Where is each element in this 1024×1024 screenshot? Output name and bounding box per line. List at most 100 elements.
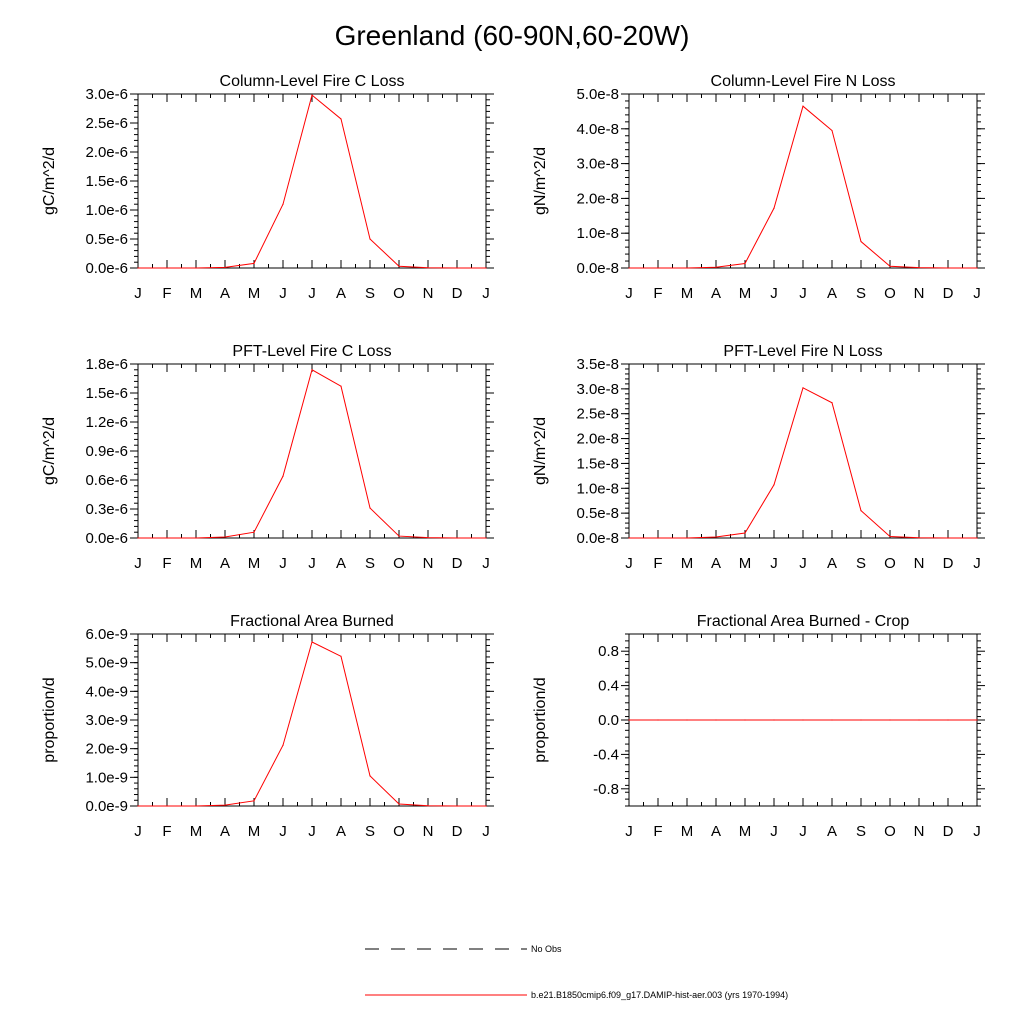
data-point bbox=[427, 805, 429, 807]
y-tick-label: 0.0e-6 bbox=[85, 530, 128, 547]
y-tick-label: 0.8 bbox=[598, 643, 619, 660]
x-tick-label: J bbox=[770, 555, 778, 572]
data-point bbox=[860, 240, 862, 243]
y-tick-label: 3.0e-9 bbox=[85, 712, 128, 729]
x-tick-label: D bbox=[452, 823, 463, 840]
series-line bbox=[629, 105, 977, 269]
y-axis-label: gC/m^2/d bbox=[41, 147, 58, 215]
data-point bbox=[369, 775, 371, 777]
data-point bbox=[137, 267, 139, 269]
y-tick-label: -0.4 bbox=[593, 746, 619, 763]
y-tick-label: 0.0e-8 bbox=[576, 260, 619, 277]
data-point bbox=[195, 537, 197, 539]
x-tick-label: N bbox=[423, 823, 434, 840]
data-point bbox=[947, 719, 949, 721]
x-tick-label: M bbox=[248, 285, 261, 302]
x-tick-label: O bbox=[393, 823, 405, 840]
series-line bbox=[138, 641, 486, 807]
data-point bbox=[340, 385, 342, 387]
data-point bbox=[282, 475, 284, 477]
data-point bbox=[802, 719, 804, 721]
y-tick-label: 0.3e-6 bbox=[85, 501, 128, 518]
data-point bbox=[166, 805, 168, 807]
x-tick-label: M bbox=[248, 555, 261, 572]
data-point bbox=[773, 719, 775, 721]
data-point bbox=[657, 719, 659, 721]
y-tick-label: 0.0 bbox=[598, 712, 619, 729]
data-point bbox=[282, 744, 284, 746]
y-tick-label: 2.0e-8 bbox=[576, 431, 619, 448]
plot-frame bbox=[137, 633, 487, 807]
x-tick-label: N bbox=[914, 555, 925, 572]
chart-panel-6: J F M A M J J A S O N D J-0.8-0.40.00.40.8Fractional… bbox=[532, 613, 985, 840]
y-tick-label: 4.0e-9 bbox=[85, 683, 128, 700]
data-point bbox=[744, 719, 746, 721]
data-point bbox=[976, 537, 978, 539]
x-tick-label: N bbox=[423, 285, 434, 302]
y-axis-label: gC/m^2/d bbox=[41, 417, 58, 485]
data-point bbox=[773, 207, 775, 209]
data-point bbox=[195, 267, 197, 269]
data-point bbox=[253, 800, 255, 802]
x-tick-label: S bbox=[856, 555, 866, 572]
data-point bbox=[195, 805, 197, 807]
data-point bbox=[340, 118, 342, 120]
x-tick-label: M bbox=[248, 823, 261, 840]
x-tick-label: A bbox=[711, 285, 721, 302]
data-point bbox=[456, 267, 458, 269]
x-tick-label: S bbox=[365, 823, 375, 840]
x-tick-label: M bbox=[190, 285, 203, 302]
data-point bbox=[224, 536, 226, 538]
x-tick-label: N bbox=[914, 823, 925, 840]
y-tick-label: 1.0e-9 bbox=[85, 769, 128, 786]
data-point bbox=[398, 803, 400, 805]
plot-frame bbox=[137, 93, 487, 269]
x-tick-label: J bbox=[482, 555, 490, 572]
plot-frame bbox=[628, 93, 978, 269]
panel-title: PFT-Level Fire C Loss bbox=[232, 343, 391, 360]
y-tick-label: 3.0e-6 bbox=[85, 86, 128, 103]
y-tick-label: 0.0e-9 bbox=[85, 798, 128, 815]
plot-frame bbox=[628, 363, 978, 539]
y-tick-label: 2.0e-8 bbox=[576, 190, 619, 207]
panel-title: Column-Level Fire N Loss bbox=[711, 73, 896, 90]
x-tick-label: J bbox=[770, 823, 778, 840]
y-tick-label: 0.5e-8 bbox=[576, 505, 619, 522]
x-tick-label: M bbox=[681, 823, 694, 840]
x-tick-label: J bbox=[799, 555, 807, 572]
data-point bbox=[224, 266, 226, 269]
y-axis-label: gN/m^2/d bbox=[532, 147, 549, 215]
data-point bbox=[456, 805, 458, 807]
data-point bbox=[715, 719, 717, 721]
x-tick-label: M bbox=[739, 555, 752, 572]
x-tick-label: F bbox=[653, 823, 662, 840]
data-point bbox=[398, 535, 400, 537]
data-point bbox=[253, 531, 255, 533]
y-axis-label: gN/m^2/d bbox=[532, 417, 549, 485]
data-point bbox=[947, 267, 949, 269]
x-tick-label: A bbox=[711, 555, 721, 572]
y-tick-label: 0.0e-6 bbox=[85, 260, 128, 277]
data-point bbox=[340, 655, 342, 657]
x-tick-label: M bbox=[190, 555, 203, 572]
y-tick-label: 3.0e-8 bbox=[576, 156, 619, 173]
x-tick-label: S bbox=[365, 555, 375, 572]
data-point bbox=[831, 402, 833, 404]
x-tick-label: D bbox=[452, 555, 463, 572]
data-point bbox=[918, 537, 920, 539]
x-tick-label: J bbox=[134, 555, 142, 572]
y-tick-label: 1.0e-8 bbox=[576, 480, 619, 497]
x-tick-label: D bbox=[943, 823, 954, 840]
x-tick-label: M bbox=[681, 285, 694, 302]
x-tick-label: O bbox=[884, 823, 896, 840]
x-tick-label: J bbox=[625, 823, 633, 840]
data-point bbox=[947, 537, 949, 539]
x-tick-label: J bbox=[770, 285, 778, 302]
x-tick-label: F bbox=[653, 285, 662, 302]
data-point bbox=[427, 267, 429, 269]
x-tick-label: F bbox=[162, 555, 171, 572]
data-point bbox=[802, 105, 804, 107]
data-point bbox=[311, 369, 313, 371]
plot-frame bbox=[137, 363, 487, 539]
